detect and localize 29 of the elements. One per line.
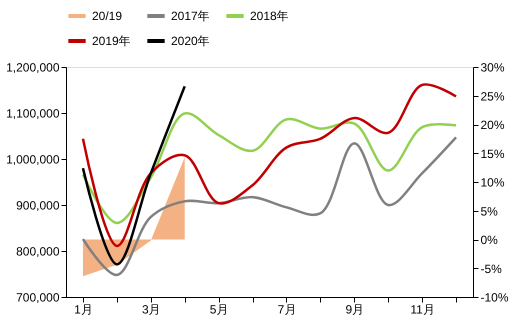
- y2-tick-label: 30%: [480, 60, 505, 74]
- x-tick-label: 3月: [142, 302, 161, 316]
- y2-tick-label: -5%: [480, 262, 502, 276]
- y-tick-label: 1,100,000: [6, 106, 60, 120]
- x-tick-label: 1月: [74, 302, 93, 316]
- x-tick-label: 7月: [278, 302, 296, 316]
- line-series: [82, 83, 458, 248]
- legend-label: 2018年: [250, 9, 289, 23]
- y-tick-label: 1,200,000: [6, 60, 60, 74]
- y2-tick-label: 25%: [480, 89, 505, 104]
- y2-tick-label: 20%: [480, 118, 505, 132]
- line-series: [82, 85, 186, 266]
- y-tick-label: 800,000: [16, 244, 60, 258]
- y2-tick-label: -10%: [480, 290, 509, 304]
- x-tick-label: 9月: [345, 302, 364, 316]
- legend-label: 2017年: [171, 9, 210, 23]
- legend-label: 20/19: [92, 9, 122, 23]
- legend-label: 2020年: [171, 34, 210, 48]
- y2-tick-label: 0%: [480, 233, 498, 247]
- x-tick-label: 5月: [210, 302, 228, 316]
- y-tick-label: 1,000,000: [6, 152, 60, 166]
- y2-tick-label: 10%: [480, 176, 505, 190]
- y-tick-label: 900,000: [16, 198, 60, 212]
- legend-label: 2019年: [92, 34, 131, 48]
- y2-tick-label: 5%: [480, 204, 498, 218]
- y2-tick-label: 15%: [480, 146, 505, 161]
- x-tick-label: 11月: [410, 302, 435, 316]
- line-series: [82, 136, 458, 276]
- y-tick-label: 700,000: [16, 290, 60, 304]
